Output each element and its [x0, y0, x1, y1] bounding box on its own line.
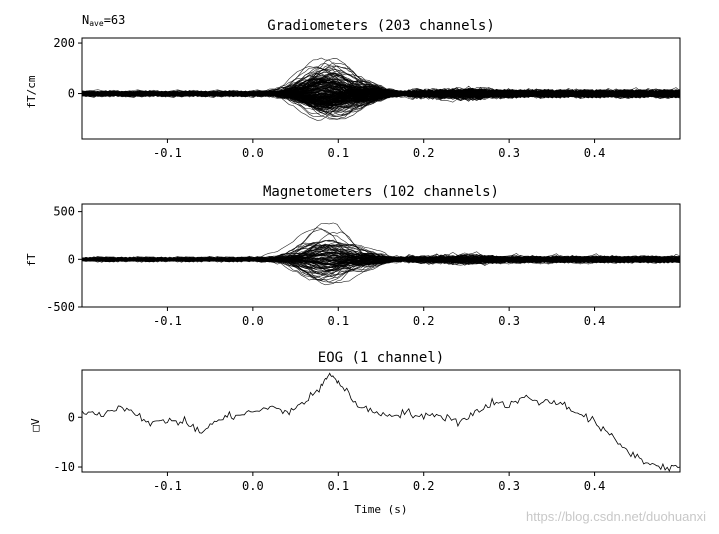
- x-tick-label: 0.4: [584, 479, 606, 493]
- x-tick-label: 0.0: [242, 314, 264, 328]
- gradiometers-panel: Gradiometers (203 channels) -0.1 0.0 0.1 0.2…: [25, 18, 681, 160]
- traces: [82, 372, 680, 472]
- x-tick-label: -0.1: [153, 314, 182, 328]
- x-tick-label: 0.3: [498, 479, 520, 493]
- y-tick-label: -500: [46, 300, 75, 314]
- nave-annotation: Nave=63: [82, 13, 125, 28]
- trace-line: [82, 254, 680, 270]
- x-tick-label: 0.1: [327, 146, 349, 160]
- x-tick-label: 0.0: [242, 146, 264, 160]
- y-tick-label: 0: [68, 252, 75, 266]
- eog-panel: EOG (1 channel) -0.1 0.0 0.1 0.2 0.3 0.4 -10 0 □V…: [29, 350, 681, 516]
- trace-line: [82, 83, 680, 99]
- x-tick-label: 0.1: [327, 479, 349, 493]
- trace-line: [82, 89, 680, 104]
- y-tick-label: 0: [68, 410, 75, 424]
- x-tick-label: -0.1: [153, 479, 182, 493]
- y-tick-label: -10: [53, 460, 75, 474]
- axes-frame: [81, 203, 681, 308]
- trace-line: [82, 254, 680, 272]
- x-tick-label: 0.4: [584, 146, 606, 160]
- trace-line: [82, 244, 680, 264]
- panel-title: Gradiometers (203 channels): [267, 18, 495, 34]
- axes-frame: [81, 369, 681, 473]
- trace-line: [82, 88, 680, 107]
- traces: [82, 57, 680, 121]
- axes-frame: [81, 37, 681, 140]
- y-tick-label: 500: [53, 205, 75, 219]
- x-tick-label: 0.1: [327, 314, 349, 328]
- traces: [82, 222, 680, 286]
- x-axis-label: Time (s): [355, 503, 408, 516]
- y-tick-label: 200: [53, 36, 75, 50]
- y-axis-label: fT: [25, 253, 38, 267]
- watermark: https://blog.csdn.net/duohuanxi: [526, 509, 706, 524]
- trace-line: [82, 87, 680, 102]
- panel-title: EOG (1 channel): [318, 350, 444, 366]
- magnetometers-panel: Magnetometers (102 channels) -0.1 0.0 0.1 0.…: [25, 184, 681, 328]
- trace-line: [82, 72, 680, 101]
- x-tick-label: 0.2: [413, 146, 435, 160]
- x-tick-label: 0.0: [242, 479, 264, 493]
- x-tick-label: 0.3: [498, 146, 520, 160]
- x-tick-label: -0.1: [153, 146, 182, 160]
- y-axis-label: □V: [29, 418, 42, 432]
- x-tick-label: 0.2: [413, 479, 435, 493]
- panel-title: Magnetometers (102 channels): [263, 184, 499, 200]
- x-tick-label: 0.2: [413, 314, 435, 328]
- y-tick-label: 0: [68, 87, 75, 101]
- x-tick-label: 0.4: [584, 314, 606, 328]
- y-axis-label: fT/cm: [25, 75, 38, 108]
- eog-trace: [82, 372, 680, 472]
- x-tick-label: 0.3: [498, 314, 520, 328]
